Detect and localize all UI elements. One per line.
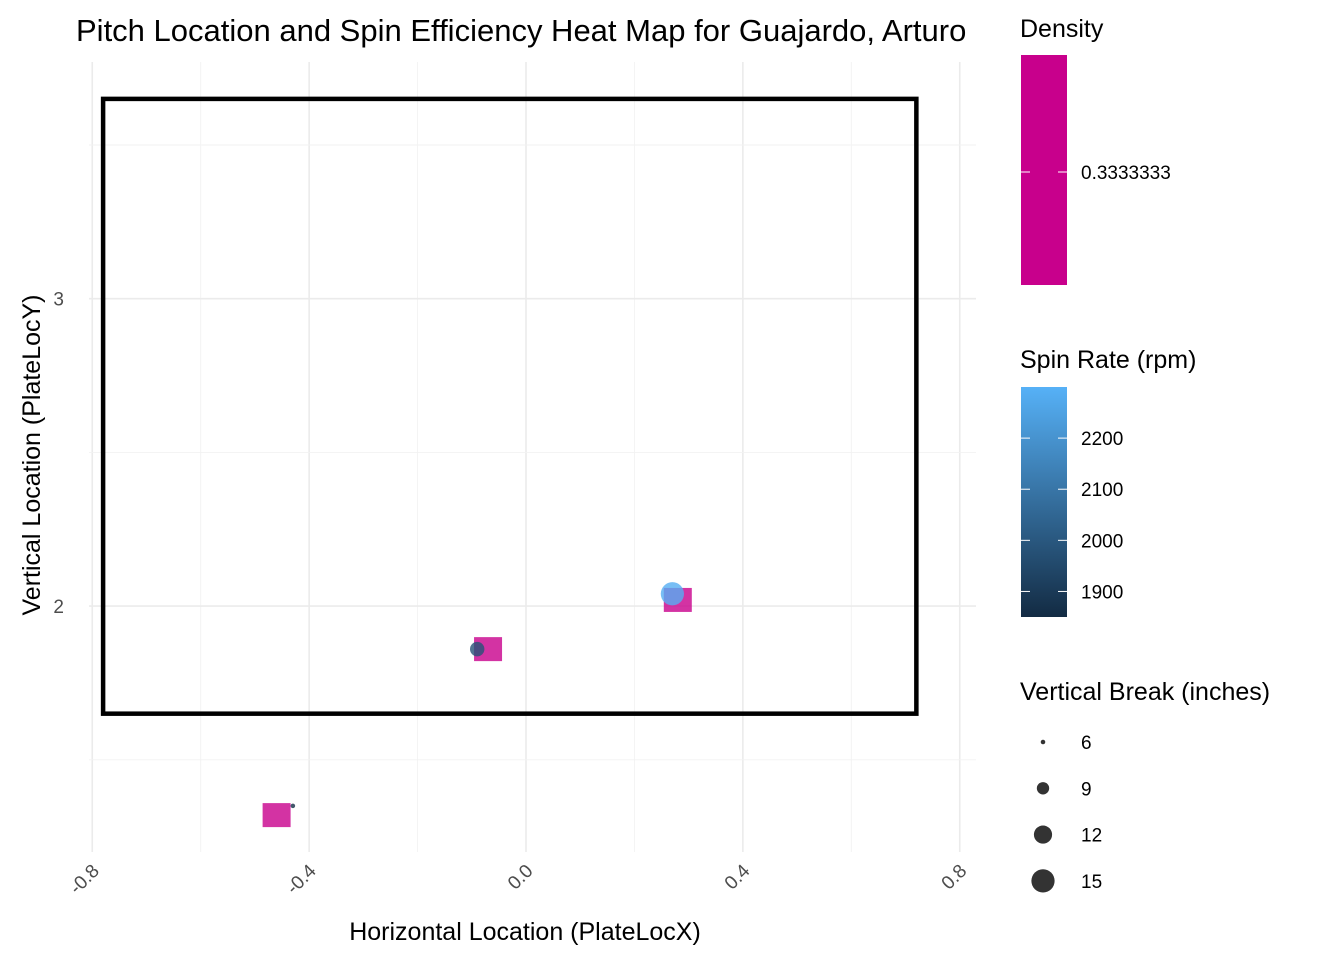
pitch-point	[660, 582, 685, 606]
density-tiles	[262, 587, 692, 828]
spin-rate-legend: Spin Rate (rpm) 2200 2100 2000 1900	[1020, 346, 1196, 617]
vertical-break-legend: Vertical Break (inches) 6 9 12 15	[1020, 678, 1270, 893]
size-legend-label: 12	[1081, 826, 1102, 847]
y-axis-title: Vertical Location (PlateLocY)	[18, 294, 46, 615]
spin-tick-label: 2000	[1081, 531, 1123, 552]
pitch-points	[290, 582, 685, 809]
spin-legend-title: Spin Rate (rpm)	[1020, 346, 1196, 374]
spin-tick-label: 1900	[1081, 582, 1123, 603]
x-tick-label: 0.4	[721, 860, 755, 894]
strike-zone-rect	[100, 96, 919, 716]
size-legend-label: 15	[1081, 872, 1102, 893]
x-axis-title: Horizontal Location (PlateLocX)	[349, 918, 701, 946]
density-color-bar	[1021, 55, 1067, 285]
x-axis-ticks: -0.8 -0.4 0.0 0.4 0.8	[66, 860, 971, 898]
y-tick-label: 2	[53, 597, 64, 618]
chart-title: Pitch Location and Spin Efficiency Heat …	[76, 13, 966, 48]
x-tick-label: 0.0	[504, 861, 538, 895]
size-legend-label: 9	[1081, 779, 1092, 800]
y-axis-ticks: 23	[53, 290, 64, 618]
density-legend-ticks: 0.3333333	[1021, 163, 1171, 184]
spin-color-bar	[1021, 387, 1067, 617]
size-legend-dot	[1040, 739, 1046, 745]
density-legend-title: Density	[1020, 15, 1104, 43]
spin-tick-label: 2100	[1081, 480, 1123, 501]
y-tick-label: 3	[53, 290, 64, 311]
density-legend: Density 0.3333333	[1020, 15, 1171, 285]
strike-zone	[100, 96, 919, 716]
grid	[89, 62, 976, 852]
size-legend-keys: 6 9 12 15	[1031, 733, 1102, 893]
size-legend-label: 6	[1081, 733, 1092, 754]
size-legend-dot	[1031, 869, 1055, 893]
spin-tick-label: 2200	[1081, 429, 1123, 450]
spin-legend-ticks: 2200 2100 2000 1900	[1021, 429, 1123, 603]
pitch-point	[290, 803, 296, 809]
size-legend-title: Vertical Break (inches)	[1020, 678, 1270, 706]
size-legend-dot	[1036, 782, 1050, 795]
density-tick-label: 0.3333333	[1081, 163, 1171, 184]
density-tile	[262, 803, 291, 828]
x-tick-label: -0.4	[283, 860, 321, 898]
x-tick-label: -0.8	[66, 861, 104, 899]
size-legend-dot	[1033, 825, 1053, 844]
x-tick-label: 0.8	[938, 861, 972, 895]
pitch-point	[470, 641, 485, 657]
